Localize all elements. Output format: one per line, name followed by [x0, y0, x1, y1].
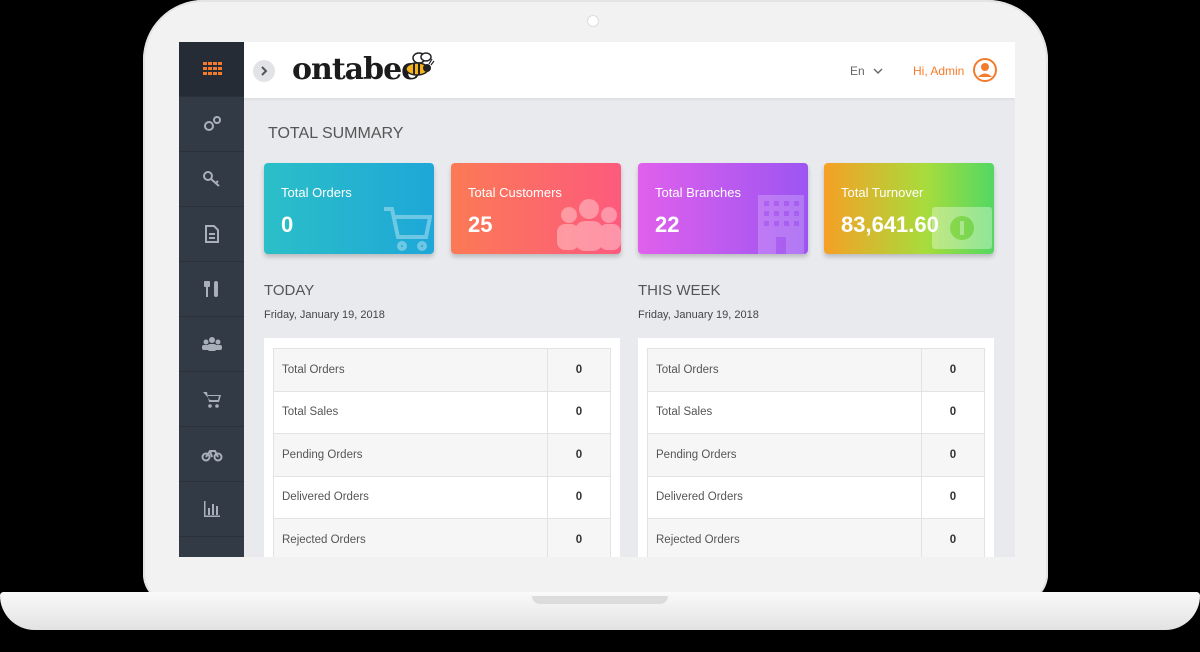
week-date: Friday, January 19, 2018 [638, 309, 759, 321]
restaurant-icon [203, 281, 218, 297]
table-row: Rejected Orders 0 [647, 518, 985, 557]
card-total-turnover[interactable]: Total Turnover 83,641.60 [824, 163, 994, 254]
table-row: Total Orders 0 [273, 348, 611, 392]
chevron-down-icon [873, 68, 883, 74]
row-value: 0 [921, 348, 985, 392]
row-value: 0 [547, 348, 611, 392]
today-date: Friday, January 19, 2018 [264, 309, 385, 321]
card-value: 25 [468, 212, 493, 237]
language-label: En [850, 64, 865, 78]
users-icon [201, 337, 222, 351]
user-greeting[interactable]: Hi, Admin [913, 64, 965, 78]
row-label: Total Orders [647, 348, 922, 392]
sidebar-item-access[interactable] [179, 152, 244, 207]
today-title: TODAY [264, 282, 315, 299]
sidebar [179, 42, 244, 557]
sidebar-item-settings[interactable] [179, 97, 244, 152]
document-icon [204, 225, 219, 243]
card-label: Total Orders [281, 185, 352, 200]
sidebar-item-delivery[interactable] [179, 427, 244, 482]
bar-chart-icon [203, 501, 220, 517]
bee-icon [405, 52, 435, 76]
user-avatar-icon[interactable] [973, 58, 997, 82]
sidebar-item-dashboard[interactable] [179, 42, 244, 97]
row-value: 0 [921, 475, 985, 519]
week-title: THIS WEEK [638, 282, 721, 299]
table-row: Delivered Orders 0 [647, 475, 985, 519]
card-label: Total Turnover [841, 185, 924, 200]
card-value: 83,641.60 [841, 212, 939, 237]
table-row: Total Sales 0 [273, 390, 611, 434]
row-label: Rejected Orders [273, 518, 548, 557]
sidebar-item-orders[interactable] [179, 372, 244, 427]
row-value: 0 [547, 390, 611, 434]
card-total-orders[interactable]: Total Orders 0 [264, 163, 434, 254]
table-row: Total Orders 0 [647, 348, 985, 392]
row-label: Delivered Orders [647, 475, 922, 519]
row-value: 0 [921, 518, 985, 557]
cart-icon [202, 392, 221, 408]
main-content: TOTAL SUMMARY Total Orders 0 Total Custo… [244, 98, 1015, 557]
row-label: Pending Orders [273, 433, 548, 477]
row-value: 0 [921, 433, 985, 477]
header-bar: ontabee En Hi, Admin [244, 42, 1015, 98]
row-label: Total Orders [273, 348, 548, 392]
row-value: 0 [547, 518, 611, 557]
summary-title: TOTAL SUMMARY [268, 125, 404, 142]
laptop-notch [532, 596, 668, 604]
sidebar-item-menu[interactable] [179, 262, 244, 317]
week-table: Total Orders 0 Total Sales 0 Pending Order… [647, 348, 985, 557]
today-table: Total Orders 0 Total Sales 0 Pending Order… [273, 348, 611, 557]
table-row: Total Sales 0 [647, 390, 985, 434]
table-row: Rejected Orders 0 [273, 518, 611, 557]
card-label: Total Customers [468, 185, 562, 200]
brand-logo[interactable]: ontabee [292, 52, 420, 87]
app-screen: ontabee En Hi, Admin TOTAL SUMMARY Total… [179, 42, 1015, 557]
key-icon [202, 171, 220, 187]
table-row: Delivered Orders 0 [273, 475, 611, 519]
row-value: 0 [547, 475, 611, 519]
chevron-right-icon [261, 66, 268, 76]
users-icon [557, 199, 621, 251]
card-total-branches[interactable]: Total Branches 22 [638, 163, 808, 254]
card-total-customers[interactable]: Total Customers 25 [451, 163, 621, 254]
cart-icon [384, 207, 432, 251]
table-row: Pending Orders 0 [647, 433, 985, 477]
row-value: 0 [547, 433, 611, 477]
settings-icon [203, 116, 221, 131]
grid-icon [202, 62, 222, 75]
row-label: Pending Orders [647, 433, 922, 477]
card-label: Total Branches [655, 185, 741, 200]
table-row: Pending Orders 0 [273, 433, 611, 477]
sidebar-item-analytics[interactable] [179, 482, 244, 537]
building-icon [758, 195, 804, 254]
row-label: Total Sales [647, 390, 922, 434]
banknote-icon [932, 207, 992, 249]
language-selector[interactable]: En [850, 64, 883, 78]
row-label: Delivered Orders [273, 475, 548, 519]
row-value: 0 [921, 390, 985, 434]
week-panel: Total Orders 0 Total Sales 0 Pending Order… [638, 338, 994, 557]
card-value: 22 [655, 212, 680, 237]
sidebar-item-customers[interactable] [179, 317, 244, 372]
card-value: 0 [281, 212, 294, 237]
camera-icon [588, 16, 598, 26]
today-panel: Total Orders 0 Total Sales 0 Pending Order… [264, 338, 620, 557]
sidebar-item-reports[interactable] [179, 207, 244, 262]
row-label: Total Sales [273, 390, 548, 434]
row-label: Rejected Orders [647, 518, 922, 557]
bike-icon [201, 450, 222, 462]
sidebar-toggle-button[interactable] [253, 60, 275, 82]
